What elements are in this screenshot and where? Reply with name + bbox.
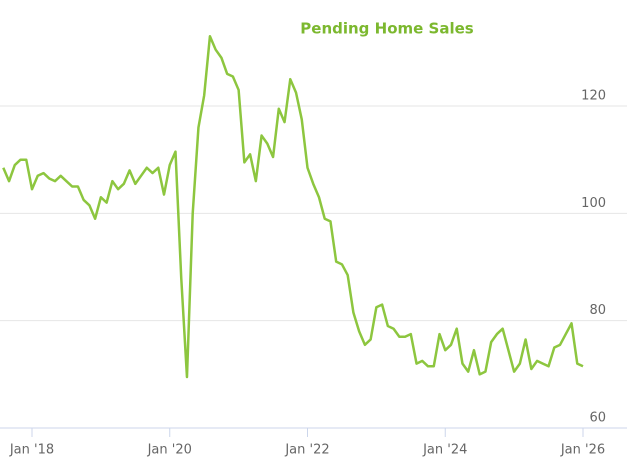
chart-title: Pending Home Sales (300, 20, 473, 38)
x-tick-label: Jan '24 (422, 443, 467, 458)
data-line (2, 35, 584, 379)
y-tick-label: 60 (589, 411, 606, 426)
x-tick-label: Jan '18 (9, 443, 54, 458)
y-tick-label: 120 (581, 89, 606, 104)
x-tick-label: Jan '20 (147, 443, 192, 458)
y-tick-label: 80 (589, 303, 606, 318)
y-tick-label: 100 (581, 196, 606, 211)
x-tick-label: Jan '26 (560, 443, 605, 458)
x-tick-label: Jan '22 (284, 443, 329, 458)
